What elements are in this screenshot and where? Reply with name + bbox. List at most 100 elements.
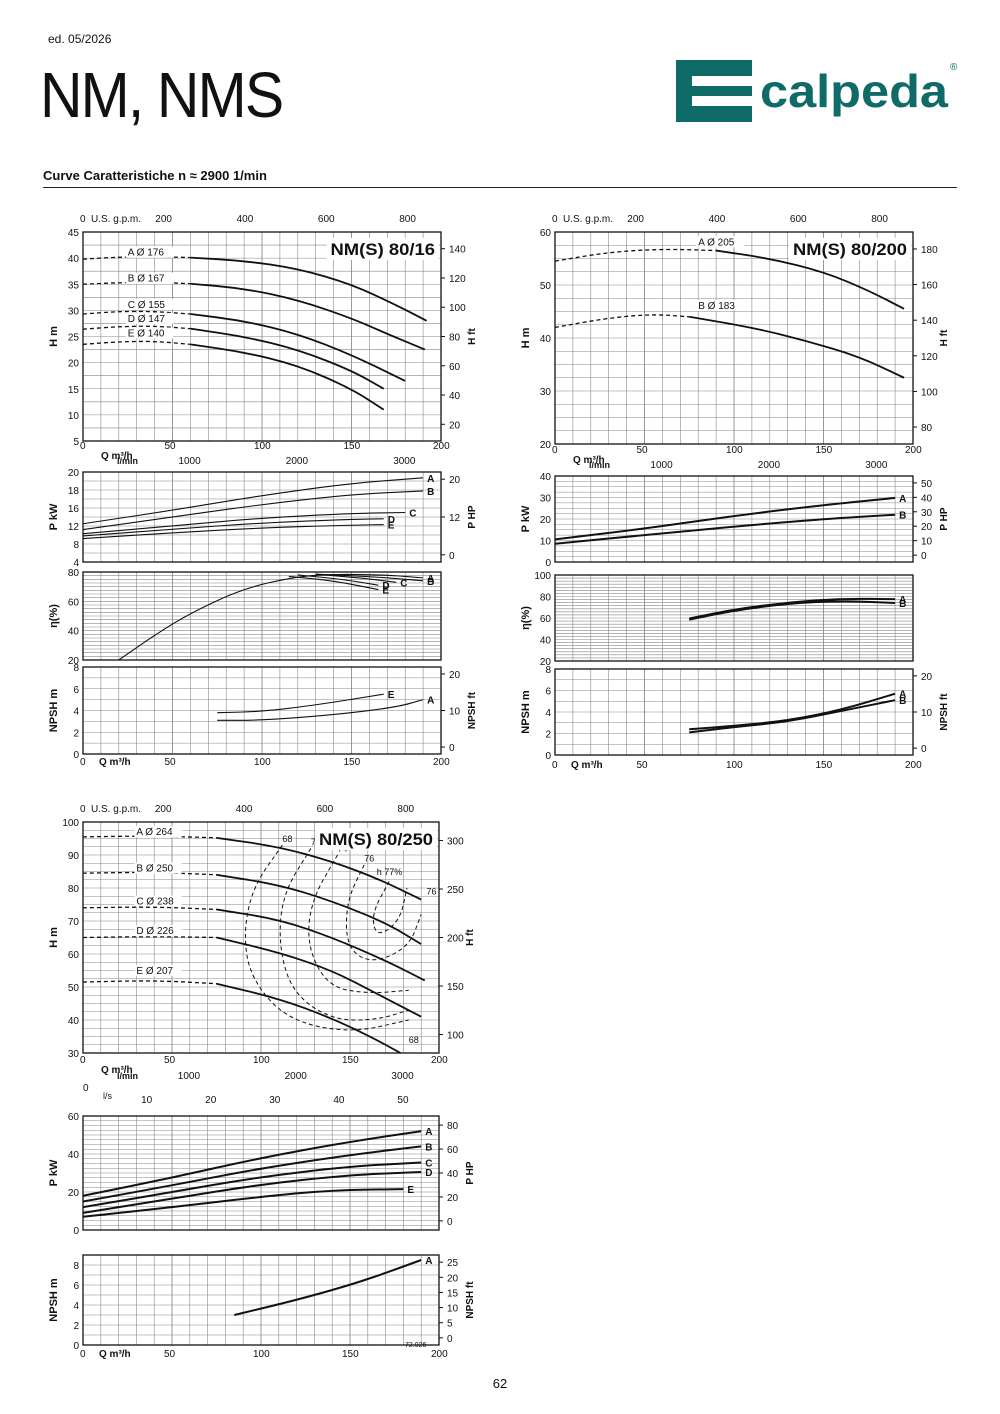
panel-efficiency: 20 40 60 80 100 η(%) AB <box>520 571 914 668</box>
q-axis-label: Q m³/h <box>101 451 133 462</box>
top-axis-tick-800: 800 <box>399 214 416 225</box>
y-label-power: P kW <box>48 1159 60 1186</box>
curve-E <box>217 693 384 714</box>
lmin-tick-1000: 1000 <box>178 456 201 467</box>
iso-efficiency-curve <box>372 881 408 934</box>
curve-D <box>83 518 384 537</box>
series-group <box>83 256 428 411</box>
series-group <box>217 693 424 721</box>
y-tick-npsh: 8 <box>73 1261 79 1272</box>
y-tick-head: 20 <box>68 359 80 370</box>
curve-D-dashed <box>83 936 217 939</box>
lmin-tick-3000: 3000 <box>393 456 416 467</box>
y2-tick-head: 120 <box>921 352 938 363</box>
y-tick-efficiency: 20 <box>68 656 80 667</box>
series-label-C: C <box>409 509 416 520</box>
label-bg <box>134 862 182 874</box>
series-label-A: A <box>899 595 906 606</box>
y-tick-head: 60 <box>68 950 80 961</box>
logo-registered-mark: ® <box>950 62 958 73</box>
y2-tick-head: 20 <box>449 420 461 431</box>
series-label-E: E <box>388 521 395 532</box>
iso-efficiency-curve <box>345 864 422 961</box>
y2-tick-head: 100 <box>447 1031 464 1042</box>
y-label-efficiency: η(%) <box>520 606 532 630</box>
curve-D-dashed <box>83 325 191 330</box>
y-tick-npsh: 4 <box>545 708 551 719</box>
y-tick-head: 90 <box>68 851 80 862</box>
title-bg <box>789 238 911 260</box>
curve-A <box>190 256 428 322</box>
y-tick-head: 40 <box>68 254 80 265</box>
series-label-A: A Ø 176 <box>128 248 165 259</box>
series-label-D: D <box>425 1168 432 1179</box>
lmin-tick-3000: 3000 <box>391 1071 414 1082</box>
series-label-B: B <box>425 1142 432 1153</box>
y-tick-npsh: 2 <box>73 728 79 739</box>
y2-tick-power: 50 <box>921 479 933 490</box>
panel-head: 5 10 15 20 25 30 35 40 45 H m 20 40 60 80 100 120 140 H f… <box>48 228 478 448</box>
y2-tick-head: 120 <box>449 274 466 285</box>
y2-tick-power: 0 <box>447 1217 453 1228</box>
curve-D <box>190 327 385 390</box>
curve-C <box>315 573 397 583</box>
curve-D <box>83 1171 422 1214</box>
top-axis-label: U.S. g.p.m. <box>563 214 613 225</box>
series-label-A: A Ø 205 <box>698 237 735 248</box>
top-axis-tick-800: 800 <box>871 214 888 225</box>
series-label-E: E <box>407 1185 414 1196</box>
lmin-axis-label: l/min <box>589 460 610 470</box>
series-label-A: A <box>425 1127 432 1138</box>
series-label-A: A <box>427 474 434 485</box>
y-tick-head: 45 <box>68 228 80 239</box>
y-tick-head: 30 <box>68 1049 80 1060</box>
y-tick-head: 50 <box>540 281 552 292</box>
curve-B <box>216 873 422 945</box>
series-label-B: B Ø 183 <box>698 301 735 312</box>
y2-tick-power: 60 <box>447 1145 459 1156</box>
series-label-B: B Ø 250 <box>136 864 173 875</box>
y2-label-npsh: NPSH ft <box>467 691 478 729</box>
y2-label-npsh: NPSH ft <box>939 693 950 731</box>
page-subtitle: Curve Caratteristiche n ≈ 2900 1/min <box>43 168 267 183</box>
panel-frame <box>554 475 914 563</box>
lmin-tick-1000: 1000 <box>178 1071 201 1082</box>
y-label-power: P kW <box>48 503 60 530</box>
y-tick-power: 30 <box>540 494 552 505</box>
series-label-A: A <box>427 696 434 707</box>
series-label-C: C <box>400 578 407 589</box>
y-tick-npsh: 2 <box>545 730 551 741</box>
q-tick-bottom-200: 200 <box>431 1349 448 1360</box>
q-tick-0: 0 <box>80 1055 86 1066</box>
y-tick-power: 20 <box>540 515 552 526</box>
q-tick-150: 150 <box>342 1055 359 1066</box>
q-axis-label-bottom: Q m³/h <box>571 760 603 771</box>
panel-npsh: 0 2 4 6 8 NPSH m 0 10 20 NPSH ft E A <box>48 663 478 761</box>
lmin-tick-2000: 2000 <box>758 460 781 471</box>
y-tick-head: 30 <box>68 306 80 317</box>
top-axis-tick-400: 400 <box>709 214 726 225</box>
y2-label-power: P HP <box>939 507 950 530</box>
top-axis-tick-0: 0 <box>552 214 558 225</box>
y-tick-power: 4 <box>73 558 79 569</box>
logo-wordmark: calpeda <box>760 65 948 117</box>
series-label-A: A <box>425 1256 432 1267</box>
chart-title: NM(S) 80/16 <box>331 240 436 259</box>
panel-head: 20 30 40 50 60 H m 80 100 120 140 160 180 H ft A Ø 20… <box>520 228 950 451</box>
y2-tick-head: 60 <box>449 362 461 373</box>
label-bg <box>134 964 182 976</box>
q-tick-100: 100 <box>254 441 271 452</box>
series-title: NM, NMS <box>40 59 284 131</box>
q-axis-label-bottom: Q m³/h <box>99 757 131 768</box>
q-tick-50: 50 <box>637 445 649 456</box>
curve-A <box>216 836 422 901</box>
y-tick-head: 10 <box>68 411 80 422</box>
panel-power: 0 10 20 30 40 P kW 0 10 20 30 40 50 P HP AB <box>520 472 950 569</box>
label-bg <box>134 895 182 907</box>
y-tick-power: 0 <box>73 1226 79 1237</box>
panel-frame <box>554 574 914 662</box>
ls-axis-label: l/s <box>103 1091 113 1101</box>
series-label-B: B <box>427 577 434 588</box>
